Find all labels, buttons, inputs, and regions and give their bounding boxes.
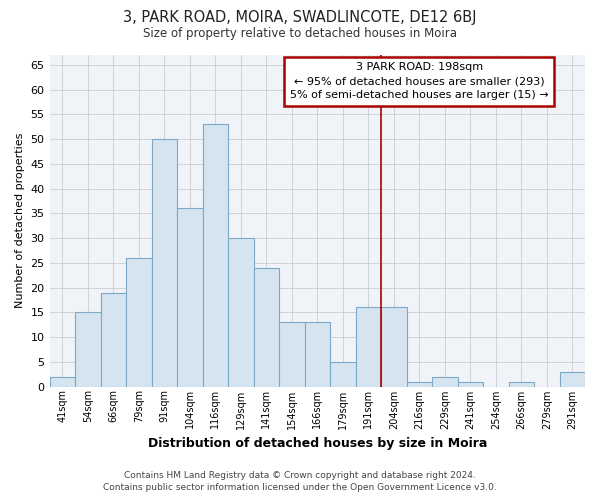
- Bar: [407, 382, 432, 386]
- Bar: [152, 139, 177, 386]
- Bar: [279, 322, 305, 386]
- Bar: [50, 376, 75, 386]
- Bar: [203, 124, 228, 386]
- Bar: [509, 382, 534, 386]
- Bar: [432, 376, 458, 386]
- Bar: [330, 362, 356, 386]
- Bar: [305, 322, 330, 386]
- Bar: [126, 258, 152, 386]
- Text: Size of property relative to detached houses in Moira: Size of property relative to detached ho…: [143, 28, 457, 40]
- Bar: [458, 382, 483, 386]
- Bar: [381, 308, 407, 386]
- Text: Contains HM Land Registry data © Crown copyright and database right 2024.
Contai: Contains HM Land Registry data © Crown c…: [103, 471, 497, 492]
- Y-axis label: Number of detached properties: Number of detached properties: [15, 133, 25, 308]
- Bar: [254, 268, 279, 386]
- Text: 3 PARK ROAD: 198sqm
← 95% of detached houses are smaller (293)
5% of semi-detach: 3 PARK ROAD: 198sqm ← 95% of detached ho…: [290, 62, 548, 100]
- X-axis label: Distribution of detached houses by size in Moira: Distribution of detached houses by size …: [148, 437, 487, 450]
- Bar: [228, 238, 254, 386]
- Bar: [356, 308, 381, 386]
- Bar: [101, 292, 126, 386]
- Bar: [75, 312, 101, 386]
- Bar: [177, 208, 203, 386]
- Text: 3, PARK ROAD, MOIRA, SWADLINCOTE, DE12 6BJ: 3, PARK ROAD, MOIRA, SWADLINCOTE, DE12 6…: [123, 10, 477, 25]
- Bar: [560, 372, 585, 386]
